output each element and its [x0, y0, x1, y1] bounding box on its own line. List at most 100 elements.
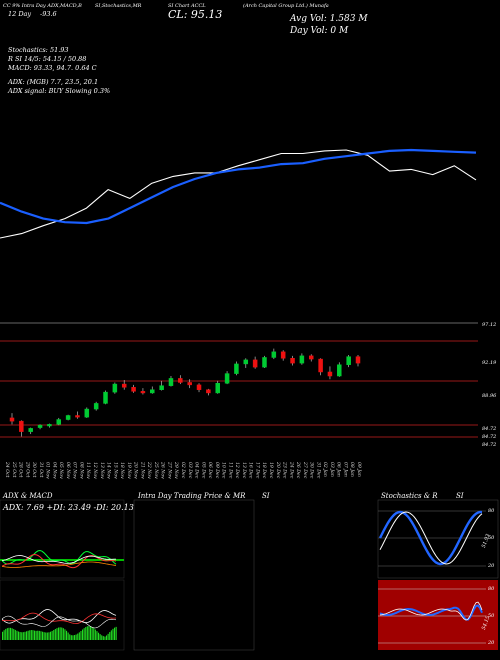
candle-body [112, 383, 118, 393]
candle-body [327, 371, 333, 377]
candle-body [337, 364, 342, 377]
date-tick-label: 18 Dec [261, 462, 267, 479]
date-tick-label: 05 Dec [200, 462, 206, 479]
price-label: 97.12 [482, 322, 496, 328]
date-tick-label: 11 Dec [227, 462, 233, 479]
macd-histogram-bar [42, 631, 44, 640]
date-tick-label: 14 Nov [106, 462, 112, 479]
date-tick-label: 04 Dec [194, 462, 200, 479]
date-tick-label: 15 Nov [112, 462, 118, 479]
date-tick-label: 04 Nov [51, 462, 57, 479]
candle-body [140, 391, 146, 394]
macd-histogram-bar [74, 635, 76, 640]
macd-histogram-bar [51, 630, 53, 640]
candle-body [206, 389, 211, 394]
stoch-scale-80: 80 [488, 508, 495, 514]
candle-body [290, 358, 295, 364]
macd-histogram-bar [114, 627, 116, 640]
stoch-scale-50: 50 [488, 535, 495, 541]
header-change: -93.6 [40, 10, 57, 18]
macd-histogram-bar [2, 631, 4, 640]
stoch-value: 51.93 [480, 533, 492, 549]
macd-histogram-bar [115, 626, 117, 640]
macd-histogram-bar [112, 628, 114, 640]
date-tick-label: 20 Dec [275, 461, 281, 479]
candle-body [121, 383, 127, 388]
macd-histogram-bar [29, 630, 31, 640]
macd-histogram-bar [91, 626, 93, 640]
macd-histogram-bar [61, 627, 63, 640]
macd-histogram-bar [26, 631, 28, 640]
macd-histogram-bar [98, 632, 100, 640]
macd-histogram-bar [80, 630, 82, 640]
candle-body [150, 389, 155, 394]
plus-di-line [1, 549, 117, 565]
macd-histogram-bar [18, 631, 20, 640]
candle-body [262, 357, 267, 368]
date-tick-label: 29 Nov [173, 461, 179, 479]
date-tick-label: 12 Nov [92, 462, 98, 479]
date-tick-label: 30 Dec [309, 462, 315, 479]
candle-body [19, 420, 24, 432]
macd-histogram-bar [82, 629, 84, 640]
macd-histogram-bar [48, 632, 50, 640]
macd-histogram-bar [22, 632, 24, 640]
adx-slow-line [1, 561, 117, 568]
macd-histogram-bar [14, 629, 16, 640]
macd-histogram-bar [56, 628, 58, 640]
date-tick-label: 03 Dec [187, 462, 193, 479]
candle-body [299, 355, 305, 364]
macd-histogram-bar [13, 629, 15, 640]
candle-body [103, 391, 108, 404]
macd-histogram-bar [96, 631, 98, 640]
macd-histogram-bar [93, 628, 95, 640]
macd-histogram-bar [106, 635, 108, 640]
macd-histogram-bar [69, 634, 71, 640]
macd-histogram-bar [94, 629, 96, 640]
date-tick-label: 29 Oct [24, 461, 30, 478]
rsi-readout: R SI 14/5: 54.15 / 50.88 [8, 55, 87, 63]
macd-histogram-bar [85, 627, 87, 640]
candlesticks [9, 348, 361, 437]
macd-line [1, 609, 117, 624]
stoch-d-line [379, 511, 483, 565]
macd-histogram-bar [107, 633, 109, 640]
date-tick-label: 28 Oct [18, 461, 24, 478]
candle-body [93, 403, 99, 410]
date-tick-label: 13 Dec [241, 462, 247, 479]
adx-lines [0, 549, 124, 569]
macd-histogram-bar [66, 630, 68, 640]
price-labels: 97.12 92.19 88.96 84.72 84.72 84.72 [482, 322, 497, 448]
rsi-lines [378, 588, 486, 644]
macd-histogram-bar [30, 630, 32, 640]
macd-histogram-bar [32, 630, 34, 640]
candle-body [224, 373, 230, 384]
intraday-panel-title: Intra Day Trading Price & MR [138, 492, 246, 500]
date-tick-label: 23 Dec [282, 461, 288, 479]
macd-histogram-bar [64, 629, 66, 640]
date-tick-label: 17 Dec [254, 462, 260, 479]
macd-histogram-bar [3, 630, 5, 640]
price-label: 84.72 [482, 442, 496, 448]
macd-histogram-bar [5, 628, 7, 640]
adx-readout: ADX: (MGB) 7.7, 23.5, 20.1 [8, 78, 99, 86]
header-period: 12 Day [8, 10, 32, 18]
macd-histogram-bar [102, 636, 104, 640]
macd-histogram-bar [67, 632, 69, 640]
macd-histogram-bar [43, 632, 45, 640]
candle-body [178, 378, 183, 383]
stoch-panel-title: Stochastics & R [381, 492, 438, 500]
macd-histogram-bar [104, 636, 106, 640]
date-tick-label: 05 Nov [58, 462, 64, 479]
price-label: 84.72 [482, 426, 496, 432]
candle-body [65, 415, 71, 420]
date-tick-label: 24 Oct [4, 461, 10, 478]
candle-body [47, 424, 52, 427]
date-tick-label: 09 Dec [214, 462, 220, 479]
adx-panel-title: ADX & MACD [3, 492, 53, 500]
date-tick-label: 02 Jan [322, 462, 328, 477]
macd-histogram-bar [78, 632, 80, 640]
candle-body [308, 355, 314, 360]
candle-body [75, 415, 80, 418]
price-label: 88.96 [482, 393, 497, 399]
